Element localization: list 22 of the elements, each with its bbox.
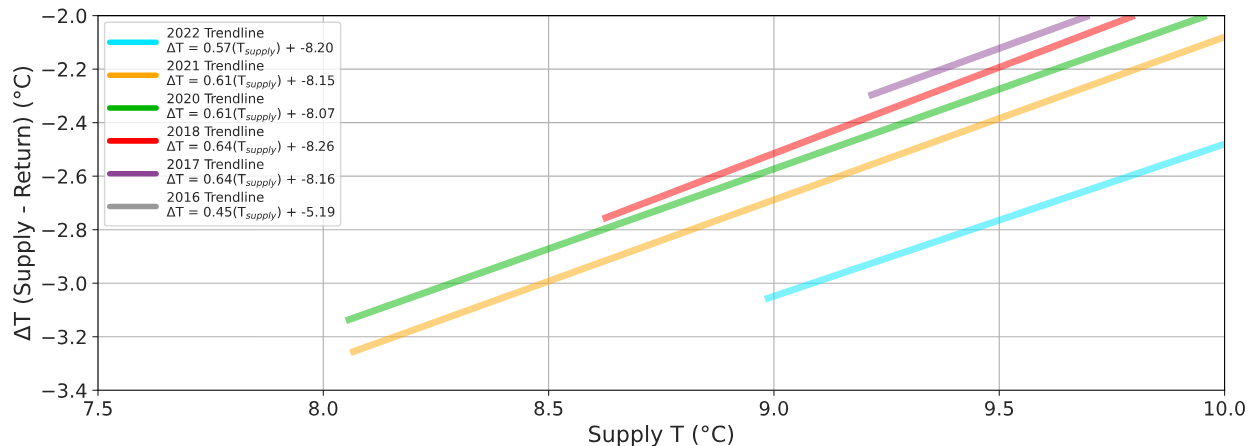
- y-tick-label: −2.8: [42, 222, 87, 238]
- y-tick-label: −3.4: [42, 383, 87, 398]
- y-axis-title: ΔT (Supply - Return) (°C): [13, 66, 35, 341]
- legend-label: 2017 Trendline ΔT = 0.64(T$_{supply}$) + -8.16: [166, 158, 335, 188]
- y-tick-label: −2.4: [42, 115, 87, 131]
- legend-label: 2016 Trendline ΔT = 0.45(T$_{supply}$) + -5.19: [166, 191, 335, 221]
- x-tick-label: 9.5: [985, 401, 1014, 416]
- x-tick-label: 8.5: [534, 401, 563, 416]
- y-tick-label: −3.2: [42, 329, 86, 345]
- x-tick-label: 7.5: [84, 401, 112, 416]
- y-tick-label: −2.0: [42, 8, 87, 24]
- legend-label: 2022 Trendline ΔT = 0.57(T$_{supply}$) + -8.20: [166, 27, 333, 57]
- x-tick-label: 9.0: [759, 401, 789, 416]
- y-tick-label: −3.0: [42, 276, 87, 291]
- legend-label: 2021 Trendline ΔT = 0.61(T$_{supply}$) + -8.15: [166, 60, 335, 90]
- y-tick-label: −2.2: [42, 62, 86, 77]
- x-axis-title: Supply T (°C): [589, 425, 734, 446]
- x-tick-label: 8.0: [309, 401, 338, 416]
- x-tick-label: 10.0: [1205, 401, 1245, 416]
- legend-label: 2020 Trendline ΔT = 0.61(T$_{supply}$) + -8.07: [166, 93, 335, 123]
- legend-label: 2018 Trendline ΔT = 0.64(T$_{supply}$) + -8.26: [166, 126, 334, 155]
- y-tick-label: −2.6: [42, 169, 87, 184]
